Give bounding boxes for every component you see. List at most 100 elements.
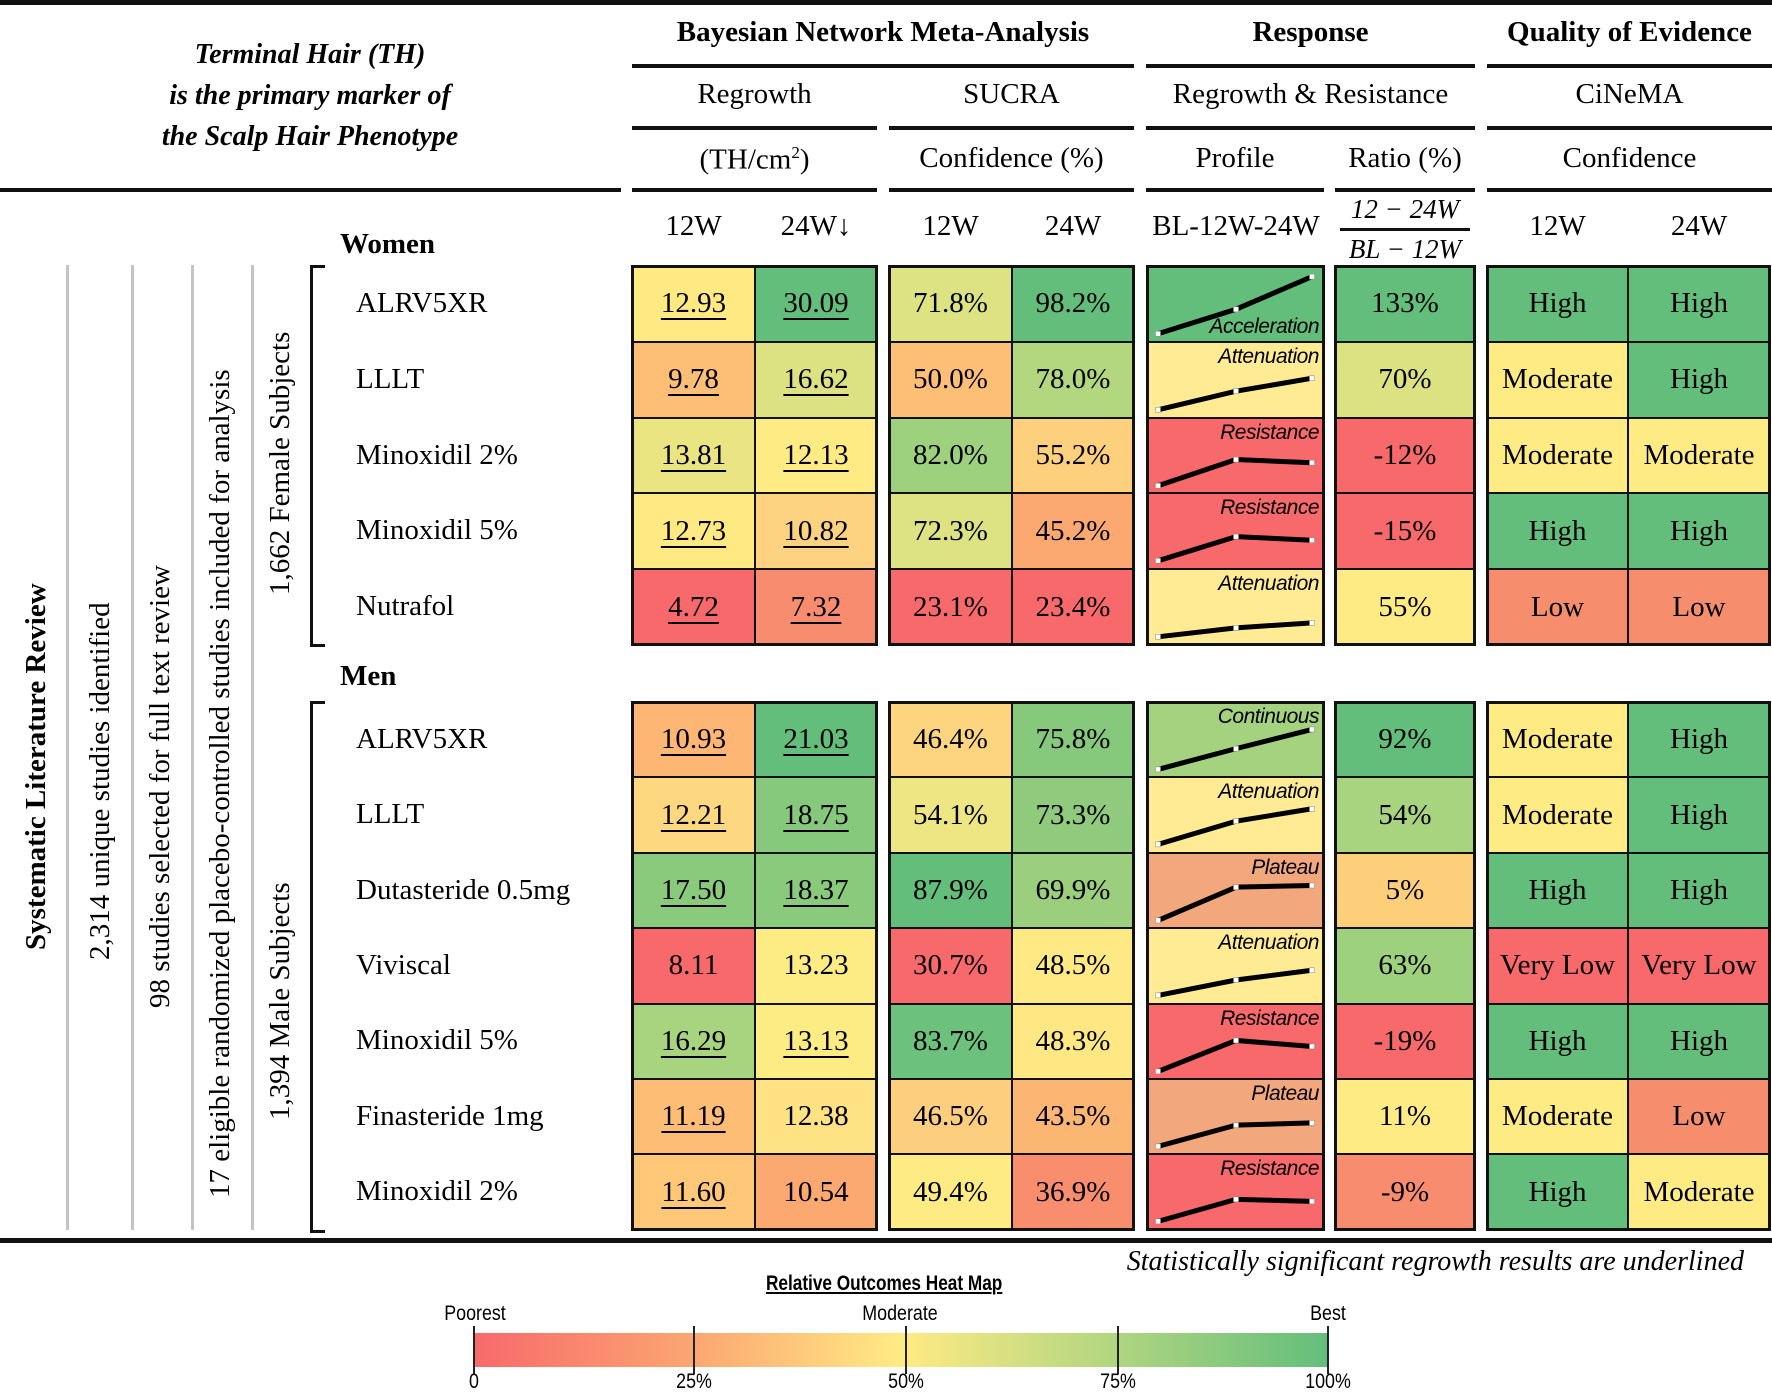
cell-value: High (1670, 723, 1728, 756)
cell-value: 30.7% (913, 949, 988, 982)
cell-regrowth-12w: 4.72 (632, 569, 755, 645)
cell-value: 54% (1378, 798, 1432, 831)
profile-point-12w (1233, 306, 1239, 312)
profile-sparkline (1155, 882, 1315, 923)
profile-sparkline (1155, 967, 1315, 999)
cell-value: 21.03 (783, 723, 849, 756)
title-line-2: is the primary marker of (169, 80, 451, 111)
profile-label: Attenuation (1218, 931, 1319, 955)
cell-cinema-24w: High (1628, 777, 1770, 853)
ratio-formula-numerator: 12 − 24W (1350, 194, 1460, 224)
cell-cinema-12w: Moderate (1487, 417, 1628, 494)
profile-label: Attenuation (1218, 572, 1319, 596)
legend-gradient-bar (473, 1333, 1328, 1367)
profile-cell: Plateau (1147, 852, 1324, 929)
cell-regrowth-12w: 12.93 (632, 266, 755, 342)
footnote: Statistically significant regrowth resul… (1126, 1246, 1744, 1277)
rule-group-bnma (632, 64, 1134, 68)
cell-value: 50.0% (913, 363, 988, 396)
cell-ratio: 70% (1335, 341, 1475, 418)
profile-cell: Plateau (1147, 1079, 1324, 1155)
cell-value: 70% (1378, 363, 1432, 396)
legend-tick-label-50: 50% (888, 1370, 924, 1393)
cell-value: High (1670, 514, 1728, 547)
flow-divider-1 (66, 265, 69, 1230)
cell-value: 7.32 (790, 590, 842, 623)
cell-cinema-12w: Moderate (1487, 1079, 1628, 1155)
cell-value: Moderate (1643, 1175, 1755, 1208)
header-profile: Profile (1195, 142, 1275, 174)
cell-value: Moderate (1643, 438, 1755, 471)
cell-regrowth-24w: 12.38 (755, 1079, 877, 1155)
flow-divider-3 (191, 265, 194, 1230)
cell-value: 16.29 (660, 1024, 727, 1057)
cell-regrowth-12w: 10.93 (632, 702, 755, 778)
cell-value: 13.81 (660, 438, 727, 471)
cell-value: Moderate (1501, 723, 1614, 756)
legend-label-moderate: Moderate (862, 1302, 938, 1325)
cell-cinema-24w: High (1628, 1003, 1770, 1079)
profile-sparkline (1155, 273, 1315, 337)
legend-tick-label-0: 0 (469, 1370, 479, 1393)
unit-text: (TH/cm (699, 143, 792, 176)
unit-superscript: 2 (791, 143, 800, 162)
cell-ratio: -19% (1335, 1003, 1475, 1079)
cell-cinema-24w: High (1628, 341, 1770, 418)
ratio-formula-denominator: BL − 12W (1348, 234, 1462, 264)
cell-regrowth-12w: 11.19 (632, 1079, 755, 1155)
cell-cinema-12w: High (1487, 1154, 1628, 1230)
profile-point-12w (1233, 1122, 1239, 1128)
cell-cinema-12w: Low (1487, 569, 1628, 645)
cell-value: 133% (1371, 287, 1439, 320)
profile-cell: Attenuation (1147, 341, 1324, 418)
profile-sparkline (1155, 1037, 1315, 1074)
cell-value: 75.8% (1035, 723, 1111, 756)
profile-point-12w (1233, 1037, 1239, 1043)
cell-ratio: 63% (1335, 928, 1475, 1004)
cell-value: Moderate (1501, 1100, 1614, 1133)
profile-label: Plateau (1251, 855, 1319, 879)
profile-cell: Acceleration (1147, 266, 1324, 342)
cell-ratio: 5% (1335, 852, 1475, 929)
cell-sucra-12w: 46.4% (889, 702, 1012, 778)
legend-title: Relative Outcomes Heat Map (765, 1272, 1003, 1295)
header-quality: Quality of Evidence (1507, 16, 1752, 48)
profile-label: Plateau (1251, 1082, 1319, 1105)
header-response: Response (1252, 16, 1369, 48)
rule-group-response (1146, 64, 1475, 68)
cell-regrowth-12w: 11.60 (632, 1154, 755, 1230)
cell-value: 71.8% (913, 287, 988, 320)
cell-value: 5% (1385, 873, 1425, 906)
cell-value: -15% (1373, 514, 1437, 547)
cell-ratio: 92% (1335, 702, 1475, 778)
cell-regrowth-24w: 12.13 (755, 417, 877, 494)
group-label-women: Women (340, 228, 436, 260)
drug-label: ALRV5XR (356, 286, 488, 319)
profile-sparkline (1155, 534, 1315, 564)
cell-sucra-12w: 49.4% (889, 1154, 1012, 1230)
legend-tick-75 (1117, 1326, 1119, 1374)
cell-value: 18.37 (783, 873, 849, 906)
cell-ratio: 55% (1335, 569, 1475, 645)
cell-regrowth-24w: 10.54 (755, 1154, 877, 1230)
profile-point-bl (1155, 482, 1161, 489)
profile-point-bl (1155, 406, 1161, 413)
cell-sucra-24w: 69.9% (1012, 852, 1134, 929)
cell-value: 54.1% (913, 798, 988, 831)
profile-sparkline (1155, 456, 1315, 489)
week-cinema-12: 12W (1529, 210, 1586, 242)
profile-point-24w (1309, 1199, 1315, 1205)
cell-sucra-24w: 23.4% (1012, 569, 1134, 645)
profile-point-12w (1233, 745, 1239, 752)
profile-cell: Attenuation (1147, 928, 1324, 1004)
cell-value: Very Low (1499, 949, 1616, 982)
cell-regrowth-12w: 13.81 (632, 417, 755, 494)
profile-point-12w (1233, 977, 1239, 983)
cell-cinema-24w: Moderate (1628, 417, 1770, 494)
profile-point-bl (1155, 558, 1161, 564)
profile-point-bl (1155, 992, 1161, 999)
profile-sparkline (1155, 375, 1315, 413)
drug-label: LLLT (356, 798, 425, 831)
profile-point-24w (1309, 806, 1315, 812)
cell-value: High (1528, 1024, 1587, 1057)
